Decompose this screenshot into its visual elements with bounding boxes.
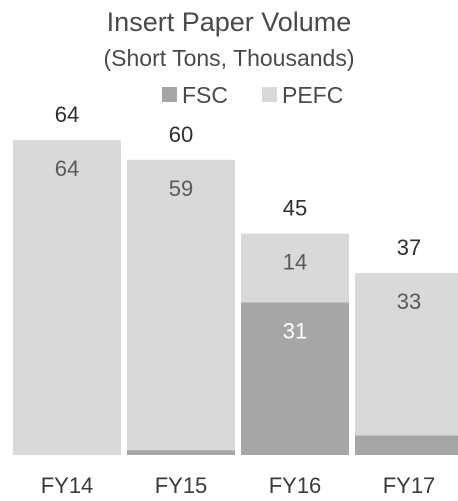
bar-fsc-fy17 (355, 435, 458, 455)
total-label-fy14: 64 (55, 102, 79, 127)
legend-label-pefc: PEFC (282, 82, 343, 108)
legend-swatch-fsc (162, 87, 177, 102)
data-label-fsc-fy16: 31 (283, 319, 307, 344)
bar-pefc-fy15 (127, 159, 235, 451)
total-label-fy17: 37 (397, 235, 421, 260)
data-label-pefc-fy14: 64 (55, 156, 79, 181)
category-label-fy15: FY15 (155, 473, 208, 498)
bar-pefc-fy16 (241, 233, 349, 303)
bar-pefc-fy17 (355, 273, 458, 436)
bar-fsc-fy16 (241, 302, 349, 455)
legend: FSC PEFC (162, 82, 343, 108)
total-label-fy15: 60 (169, 122, 193, 147)
category-label-fy14: FY14 (41, 473, 94, 498)
legend-swatch-pefc (262, 87, 277, 102)
bar-fsc-fy15 (127, 450, 235, 455)
data-label-pefc-fy17: 33 (397, 289, 421, 314)
plot-area: 64 64 FY14 59 60 FY15 31 14 45 FY16 33 37 FY17 (13, 102, 458, 498)
chart-title: Insert Paper Volume (107, 7, 352, 37)
bar-pefc-fy14 (13, 140, 121, 455)
data-label-pefc-fy15: 59 (169, 176, 193, 201)
total-label-fy16: 45 (283, 196, 307, 221)
category-label-fy16: FY16 (269, 473, 322, 498)
chart-subtitle: (Short Tons, Thousands) (103, 45, 354, 71)
category-label-fy17: FY17 (383, 473, 436, 498)
legend-label-fsc: FSC (182, 82, 228, 108)
data-label-pefc-fy16: 14 (283, 250, 307, 275)
